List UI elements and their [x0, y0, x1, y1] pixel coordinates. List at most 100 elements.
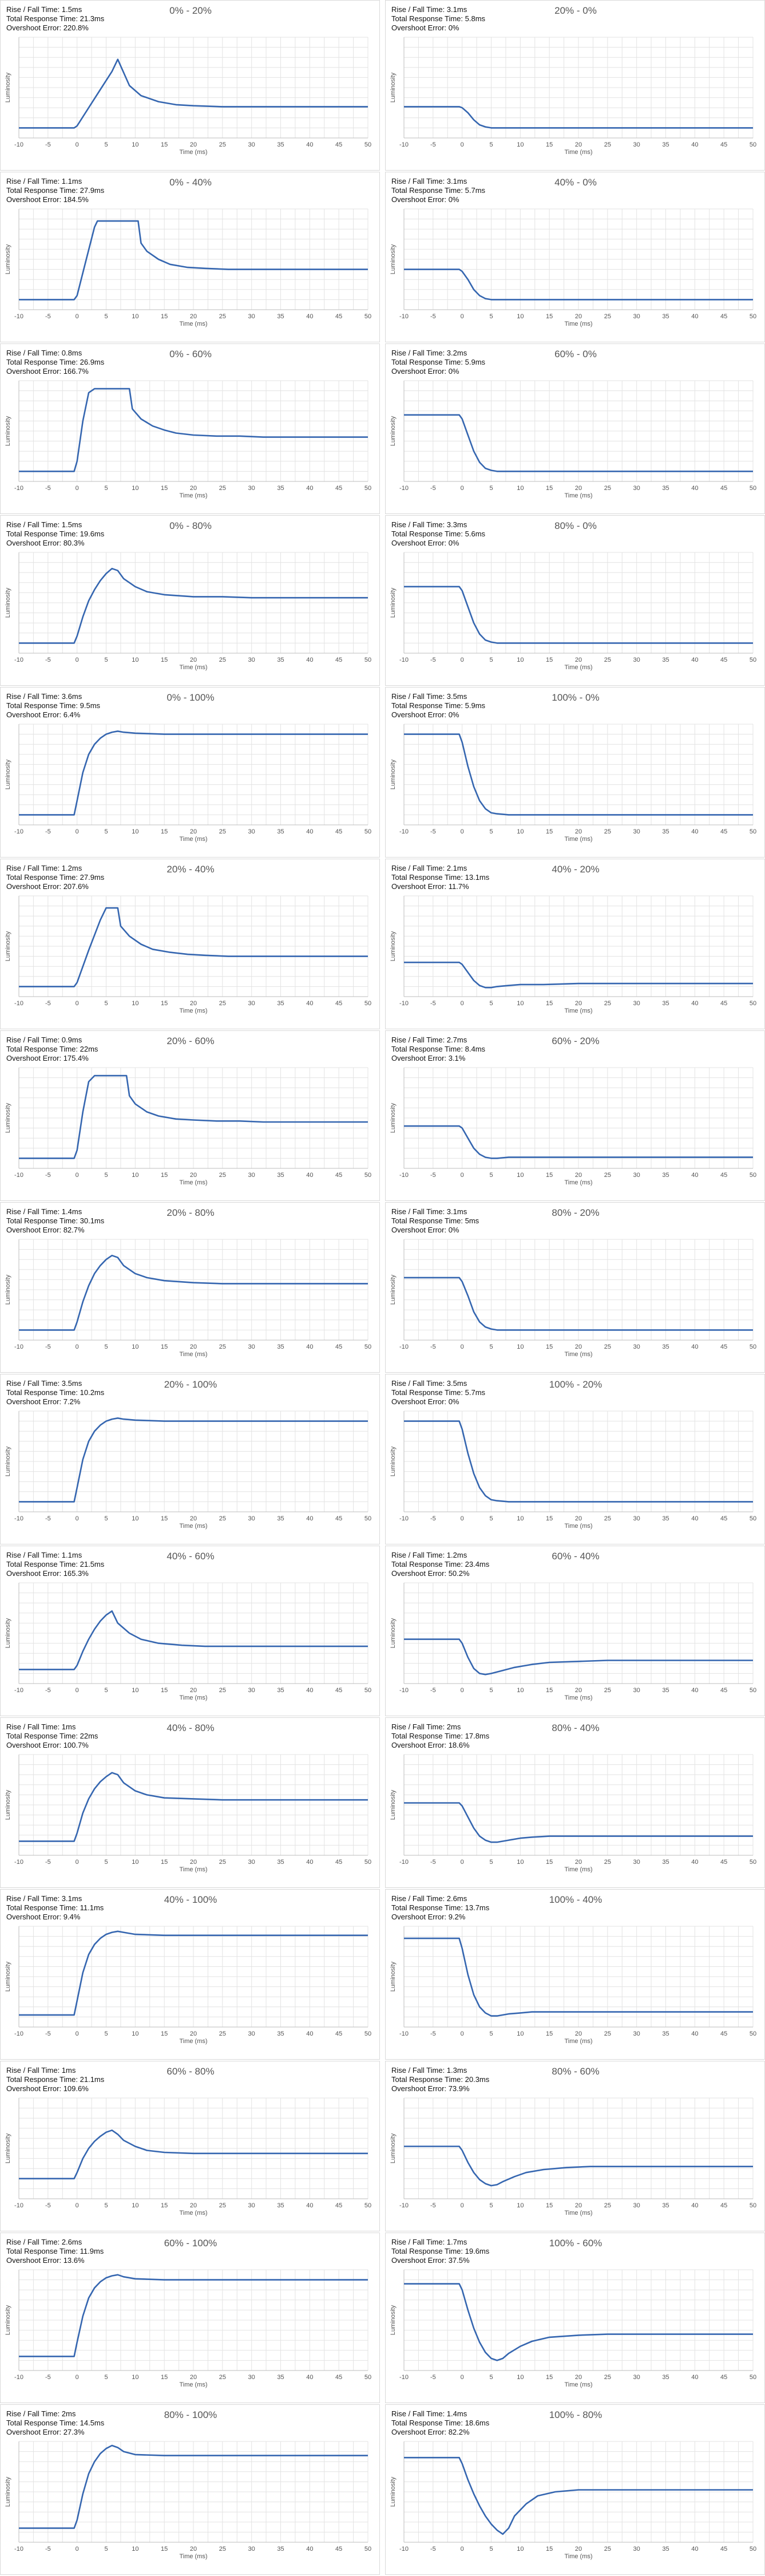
x-tick-label: 45	[335, 1344, 342, 1350]
x-tick-label: 5	[489, 313, 493, 320]
x-tick-label: -10	[14, 1859, 23, 1866]
x-tick-label: 15	[546, 485, 553, 492]
x-tick-label: 50	[364, 2202, 371, 2209]
x-tick-label: 5	[104, 485, 108, 492]
response-curve	[404, 586, 753, 644]
chart-plot: -10 -5 0 5 10 15 20 25 30 35 40 45 50 Time (ms) Lumino…	[390, 1926, 756, 2045]
response-curve	[404, 1638, 753, 1676]
x-tick-label: -5	[45, 1687, 51, 1694]
chart-title: 100% - 60%	[549, 2238, 603, 2249]
total-response-time-text: Total Response Time: 23.4ms	[391, 1560, 490, 1568]
x-tick-label: 45	[335, 141, 342, 148]
x-tick-label: 45	[720, 1000, 727, 1007]
measurement-info: Rise / Fall Time: 1.4ms Total Response Ti…	[391, 2409, 489, 2437]
total-response-time-text: Total Response Time: 21.5ms	[6, 1560, 105, 1568]
measurement-info: Rise / Fall Time: 2.6ms Total Response Ti…	[6, 2238, 104, 2265]
x-tick-label: 30	[633, 2202, 640, 2209]
total-response-time-text: Total Response Time: 26.9ms	[6, 358, 105, 366]
chart-plot: -10 -5 0 5 10 15 20 25 30 35 40 45 50 Time (ms) Lumino…	[5, 1067, 371, 1186]
chart-title: 20% - 100%	[164, 1379, 217, 1390]
x-tick-label: -5	[45, 1344, 51, 1350]
x-tick-label: 30	[633, 1344, 640, 1350]
x-tick-label: 20	[575, 1687, 582, 1694]
chart-panel: Rise / Fall Time: 1.1ms Total Response Ti…	[0, 172, 380, 342]
x-axis-label: Time (ms)	[564, 149, 592, 156]
chart-panel: Rise / Fall Time: 3.3ms Total Response Ti…	[385, 515, 765, 686]
chart-panel: Rise / Fall Time: 1ms Total Response Time…	[0, 1717, 380, 1888]
response-curve	[404, 1420, 753, 1503]
x-tick-label: 25	[604, 1000, 611, 1007]
x-tick-label: 35	[277, 2374, 284, 2381]
chart-panel: Rise / Fall Time: 3.1ms Total Response Ti…	[385, 172, 765, 342]
x-tick-label: 20	[575, 1859, 582, 1866]
chart-panel: Rise / Fall Time: 1.7ms Total Response Ti…	[385, 2233, 765, 2403]
x-tick-label: 30	[248, 2030, 255, 2037]
chart-plot: -10 -5 0 5 10 15 20 25 30 35 40 45 50 Time (ms) Lumino…	[5, 1239, 371, 1358]
response-curve	[19, 1772, 368, 1842]
chart-panel: Rise / Fall Time: 2.7ms Total Response Ti…	[385, 1030, 765, 1201]
x-tick-label: 30	[633, 2030, 640, 2037]
y-axis-label: Luminosity	[5, 931, 11, 961]
x-tick-label: 20	[575, 313, 582, 320]
x-tick-label: 15	[546, 2374, 553, 2381]
chart-title: 100% - 0%	[552, 692, 600, 703]
total-response-time-text: Total Response Time: 5ms	[391, 1216, 479, 1225]
x-tick-label: 45	[335, 1000, 342, 1007]
chart-panel: Rise / Fall Time: 2.1ms Total Response Ti…	[385, 859, 765, 1029]
response-curve	[404, 2146, 753, 2187]
chart-plot: -10 -5 0 5 10 15 20 25 30 35 40 45 50 Time (ms) Lumino…	[390, 380, 756, 499]
rise-fall-time-text: Rise / Fall Time: 3.1ms	[391, 177, 467, 185]
x-tick-label: 15	[161, 485, 168, 492]
x-tick-label: 10	[132, 1859, 138, 1866]
x-tick-label: 50	[364, 2030, 371, 2037]
x-tick-label: 30	[248, 1859, 255, 1866]
x-tick-label: -5	[430, 1000, 436, 1007]
x-tick-label: 40	[691, 2546, 698, 2553]
x-tick-label: 45	[720, 1859, 727, 1866]
x-tick-label: 35	[277, 1859, 284, 1866]
x-tick-label: 30	[248, 1172, 255, 1179]
x-axis-label: Time (ms)	[179, 321, 207, 327]
x-tick-label: 25	[604, 1172, 611, 1179]
x-tick-label: 25	[604, 2546, 611, 2553]
total-response-time-text: Total Response Time: 14.5ms	[6, 2419, 105, 2427]
x-tick-label: 25	[219, 1687, 226, 1694]
x-tick-label: 0	[76, 1515, 79, 1522]
x-tick-label: 15	[161, 1515, 168, 1522]
x-tick-label: 5	[104, 1000, 108, 1007]
x-tick-label: 0	[461, 657, 464, 663]
measurement-info: Rise / Fall Time: 3.6ms Total Response Ti…	[6, 692, 100, 720]
chart-title: 20% - 40%	[167, 864, 215, 875]
x-tick-label: -10	[14, 2374, 23, 2381]
x-tick-label: 40	[306, 657, 313, 663]
y-axis-label: Luminosity	[5, 1103, 11, 1133]
chart-plot: -10 -5 0 5 10 15 20 25 30 35 40 45 50 Time (ms) Lumino…	[5, 2269, 371, 2388]
overshoot-error-text: Overshoot Error: 37.5%	[391, 2256, 470, 2265]
x-tick-label: 25	[219, 1172, 226, 1179]
chart-title: 60% - 100%	[164, 2238, 217, 2249]
x-tick-label: 35	[662, 1515, 669, 1522]
x-tick-label: 45	[720, 485, 727, 492]
chart-panel: Rise / Fall Time: 1.5ms Total Response Ti…	[0, 515, 380, 686]
x-tick-label: 40	[691, 1687, 698, 1694]
rise-fall-time-text: Rise / Fall Time: 3.5ms	[391, 1379, 467, 1388]
x-tick-label: 20	[190, 485, 197, 492]
x-tick-label: 0	[76, 657, 79, 663]
x-tick-label: 50	[364, 2374, 371, 2381]
x-tick-label: 45	[720, 828, 727, 835]
x-tick-label: 35	[662, 657, 669, 663]
measurement-info: Rise / Fall Time: 2ms Total Response Time…	[6, 2409, 104, 2437]
overshoot-error-text: Overshoot Error: 165.3%	[6, 1569, 89, 1578]
x-tick-label: -5	[45, 313, 51, 320]
response-curve	[19, 1254, 368, 1331]
y-axis-label: Luminosity	[5, 1446, 11, 1476]
x-tick-label: 35	[662, 1859, 669, 1866]
x-axis-label: Time (ms)	[179, 1008, 207, 1014]
x-tick-label: -10	[14, 2546, 23, 2553]
x-tick-label: 15	[161, 2202, 168, 2209]
x-axis-label: Time (ms)	[564, 1523, 592, 1530]
x-tick-label: 35	[277, 1172, 284, 1179]
x-tick-label: -10	[399, 2546, 409, 2553]
x-tick-label: -10	[399, 828, 409, 835]
